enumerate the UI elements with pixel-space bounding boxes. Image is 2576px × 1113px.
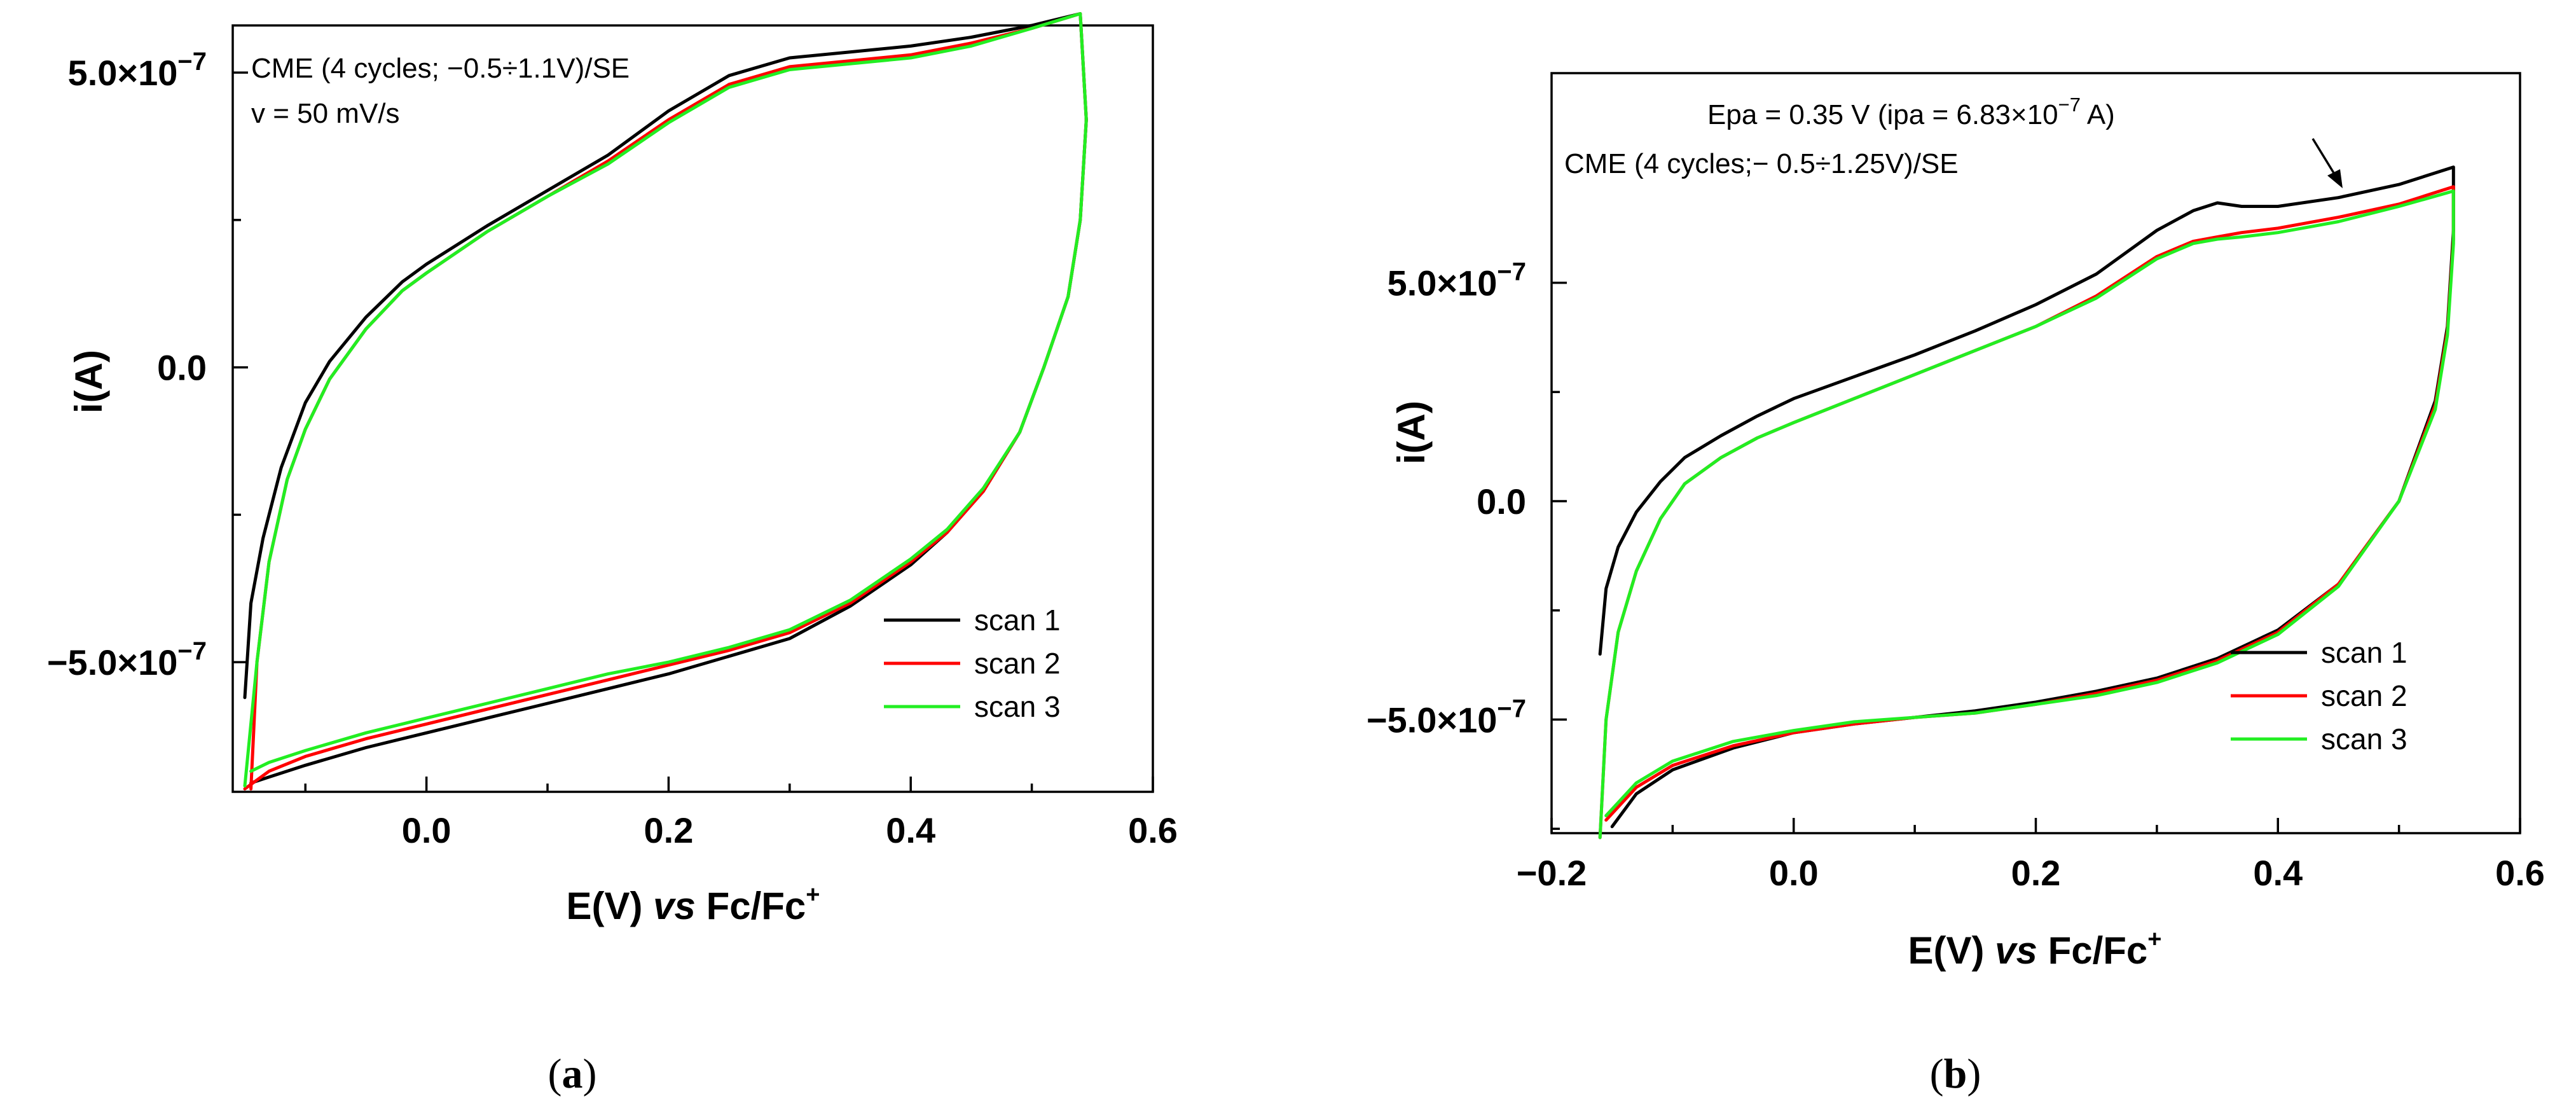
y-tick-label: 5.0×10−7 <box>1388 258 1526 303</box>
x-axis-label-italic-b: vs <box>1995 929 2037 972</box>
x-tick-label: 0.0 <box>402 810 451 850</box>
series-lines-a <box>243 12 1088 791</box>
x-tick-label: 0.2 <box>2011 853 2061 893</box>
x-tick-label: 0.4 <box>886 810 935 850</box>
legend-label-scan-3-b: scan 3 <box>2321 722 2407 756</box>
panel-label-a: (a) <box>548 1051 597 1097</box>
x-tick-label: 0.2 <box>644 810 693 850</box>
y-tick-label: −5.0×10−7 <box>47 637 207 682</box>
y-tick-label-exponent: −7 <box>1497 695 1526 722</box>
series-line-scan-3 <box>243 12 1088 788</box>
x-axis-label-sup-b: + <box>2147 926 2161 953</box>
x-axis-label-b: E(V) vs Fc/Fc+ <box>1908 926 2161 972</box>
x-tick-label: 0.4 <box>2253 853 2303 893</box>
legend-b: scan 1 scan 2 scan 3 <box>2231 636 2407 756</box>
annotation-scan-rate-a: v = 50 mV/s <box>251 98 400 129</box>
x-tick-labels-b: −0.2 0.0 0.2 0.4 0.6 <box>1517 853 2545 893</box>
y-tick-label: 5.0×10−7 <box>68 48 207 93</box>
y-tick-labels-a: 5.0×10−70.0−5.0×10−7 <box>47 48 207 682</box>
panel-label-paren-open-a: ( <box>548 1051 562 1097</box>
panel-label-b: (b) <box>1930 1051 1981 1097</box>
peak-annotation-tail-b: A) <box>2081 99 2115 130</box>
y-tick-label: 0.0 <box>157 348 207 388</box>
x-axis-label-tail-b: Fc/Fc <box>2037 929 2147 972</box>
tick-marks-b <box>1550 281 2521 833</box>
y-tick-label-exponent: −7 <box>1497 258 1526 286</box>
peak-annotation-exp-b: −7 <box>2058 93 2081 116</box>
x-axis-label-italic-a: vs <box>653 885 696 927</box>
legend-label-scan-2-a: scan 2 <box>974 647 1061 680</box>
y-tick-label-exponent: −7 <box>177 637 207 665</box>
y-tick-label-mantissa: −5.0×10 <box>47 642 178 682</box>
y-tick-label-mantissa: −5.0×10 <box>1367 700 1498 740</box>
plot-area-frame-b <box>1550 72 2521 834</box>
x-axis-label-a: E(V) vs Fc/Fc+ <box>566 881 820 927</box>
x-tick-labels-a: 0.0 0.2 0.4 0.6 <box>402 810 1178 850</box>
chart-panel-a: 0.0 0.2 0.4 0.6 5.0×10−70.0−5.0×10−7 CME (4… <box>47 12 1178 1097</box>
legend-label-scan-3-a: scan 3 <box>974 690 1061 723</box>
panel-label-paren-close-b: ) <box>1967 1051 1981 1097</box>
y-tick-label: −5.0×10−7 <box>1367 695 1526 740</box>
x-tick-label: −0.2 <box>1517 853 1587 893</box>
tick-marks-a <box>233 71 1154 792</box>
panel-label-paren-close-a: ) <box>583 1051 597 1097</box>
x-tick-label: 0.6 <box>1128 810 1178 850</box>
y-tick-label-mantissa: 0.0 <box>1477 481 1526 522</box>
series-lines-b <box>1598 165 2455 840</box>
x-axis-label-tail-a: Fc/Fc <box>696 885 806 927</box>
panel-label-paren-open-b: ( <box>1930 1051 1944 1097</box>
y-tick-label-mantissa: 0.0 <box>157 348 207 388</box>
x-tick-label: 0.0 <box>1769 853 1819 893</box>
y-tick-label-exponent: −7 <box>177 48 207 76</box>
x-axis-label-main-b: E(V) <box>1908 929 1995 972</box>
legend-a: scan 1 scan 2 scan 3 <box>884 604 1061 723</box>
peak-arrow-b <box>2311 138 2343 188</box>
x-axis-label-sup-a: + <box>806 881 820 908</box>
y-axis-label-a: i(A) <box>67 350 110 413</box>
annotation-conditions-a: CME (4 cycles; −0.5÷1.1V)/SE <box>251 53 630 84</box>
chart-panel-b: −0.2 0.0 0.2 0.4 0.6 5.0×10−70.0−5.0×10−7 Ep… <box>1367 72 2545 1097</box>
x-tick-label: 0.6 <box>2495 853 2545 893</box>
peak-annotation-b: Epa = 0.35 V (ipa = 6.83×10−7 A) <box>1707 93 2115 130</box>
peak-annotation-text-b: Epa = 0.35 V (ipa = 6.83×10 <box>1707 99 2058 130</box>
x-axis-label-main-a: E(V) <box>566 885 653 927</box>
legend-label-scan-1-a: scan 1 <box>974 604 1061 637</box>
series-line-scan-2 <box>243 12 1088 791</box>
legend-label-scan-1-b: scan 1 <box>2321 636 2407 669</box>
series-line-scan-3 <box>1598 189 2455 840</box>
y-tick-labels-b: 5.0×10−70.0−5.0×10−7 <box>1367 258 1526 740</box>
y-axis-label-b: i(A) <box>1390 401 1433 464</box>
panel-label-letter-a: a <box>562 1051 583 1097</box>
plot-area-frame-a <box>231 24 1154 793</box>
y-tick-label: 0.0 <box>1477 481 1526 522</box>
legend-label-scan-2-b: scan 2 <box>2321 679 2407 712</box>
annotation-conditions-b: CME (4 cycles;− 0.5÷1.25V)/SE <box>1564 148 1959 179</box>
y-tick-label-mantissa: 5.0×10 <box>1388 263 1498 303</box>
y-tick-label-mantissa: 5.0×10 <box>68 53 178 93</box>
panel-label-letter-b: b <box>1944 1051 1967 1097</box>
